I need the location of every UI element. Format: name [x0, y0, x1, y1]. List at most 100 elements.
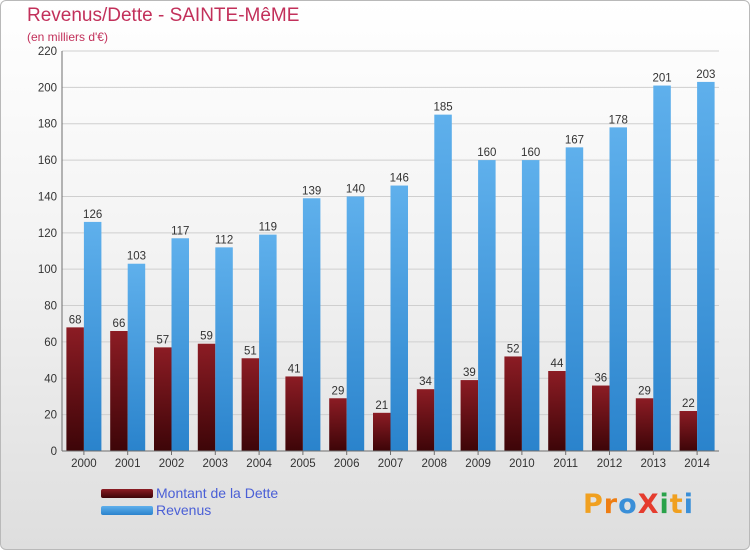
y-tick-label: 220	[38, 46, 57, 58]
bar-revenus-2003	[215, 247, 233, 451]
bar-revenus-2009	[478, 160, 496, 451]
data-label: 39	[463, 367, 476, 379]
bar-revenus-2011	[565, 147, 584, 451]
label-layer: 68 126 66 103 57 117 59 112 51 119 41 139 29 140 21 146…	[69, 69, 716, 412]
bar-dette-2001	[110, 331, 128, 451]
x-tick-label: 2008	[422, 458, 448, 470]
chart-title: Revenus/Dette - SAINTE-MêME	[27, 5, 300, 26]
data-label: 112	[215, 234, 233, 246]
bar-revenus-2002	[171, 238, 189, 451]
data-label: 203	[696, 69, 715, 81]
x-tick-label: 2000	[71, 458, 97, 470]
data-label: 29	[332, 385, 345, 397]
bar-revenus-2010	[521, 160, 540, 451]
legend-label-revenus: Revenus	[156, 502, 212, 518]
data-label: 201	[652, 73, 671, 85]
data-label: 178	[609, 114, 628, 126]
logo-letter: i	[659, 489, 670, 520]
bar-dette-2007	[373, 412, 391, 451]
bar-dette-2011	[548, 371, 566, 451]
x-tick-label: 2013	[641, 458, 667, 470]
bar-dette-2013	[635, 398, 654, 451]
legend-swatch-revenus	[101, 506, 153, 515]
data-label: 52	[507, 343, 520, 355]
data-label: 36	[594, 373, 607, 385]
y-tick-label: 0	[51, 446, 57, 458]
logo-letter: X	[637, 489, 660, 520]
x-tick-label: 2010	[509, 458, 535, 470]
data-label: 103	[127, 251, 146, 263]
y-tick-label: 120	[38, 228, 57, 240]
bar-dette-2009	[460, 380, 479, 451]
bar-dette-2004	[241, 358, 260, 451]
bar-dette-2000	[66, 327, 84, 451]
logo-letter: P	[583, 489, 604, 520]
bar-revenus-2013	[653, 85, 671, 451]
data-label: 34	[419, 376, 432, 388]
bar-dette-2008	[416, 389, 435, 451]
x-tick-label: 2011	[553, 458, 578, 470]
y-tick-label: 200	[38, 82, 57, 94]
x-tick-label: 2003	[203, 458, 229, 470]
bar-dette-2002	[154, 347, 172, 451]
bar-dette-2010	[504, 356, 522, 451]
bar-revenus-2000	[83, 221, 102, 451]
data-label: 117	[171, 225, 189, 237]
bar-revenus-2008	[434, 114, 452, 452]
data-label: 146	[390, 173, 409, 185]
bar-layer	[66, 81, 715, 452]
y-tick-label: 80	[44, 301, 57, 313]
logo-letter: t	[669, 489, 684, 520]
bar-revenus-2005	[302, 198, 321, 451]
data-label: 140	[346, 183, 365, 195]
y-tick-label: 100	[38, 264, 57, 276]
logo-letter: r	[603, 489, 619, 520]
x-tick-label: 2001	[115, 458, 141, 470]
data-label: 21	[375, 400, 388, 412]
legend-swatch-dette	[101, 489, 153, 498]
data-label: 41	[288, 363, 301, 375]
bar-dette-2012	[592, 385, 610, 451]
bar-revenus-2006	[346, 196, 365, 451]
data-label: 139	[302, 185, 321, 197]
data-label: 29	[638, 385, 651, 397]
bar-revenus-2007	[390, 185, 408, 451]
data-label: 51	[244, 345, 257, 357]
x-tick-label: 2002	[159, 458, 185, 470]
axis-layer: 0 20 40 60 80 100 120 140 160 180 200 220 2000 2001 20…	[38, 46, 719, 470]
data-label: 160	[521, 147, 540, 159]
y-tick-label: 40	[44, 373, 57, 385]
x-tick-label: 2014	[684, 458, 710, 470]
data-label: 22	[682, 398, 695, 410]
bar-revenus-2012	[609, 127, 627, 451]
bar-revenus-2001	[127, 263, 146, 451]
x-tick-label: 2009	[465, 458, 491, 470]
y-tick-label: 160	[38, 155, 57, 167]
bar-dette-2006	[329, 398, 347, 451]
bar-dette-2005	[285, 376, 303, 451]
logo-letter: o	[618, 489, 638, 520]
bar-revenus-2014	[697, 81, 715, 451]
x-tick-label: 2012	[597, 458, 623, 470]
proxiti-logo: ProXiti	[583, 489, 694, 520]
logo-letter: i	[683, 489, 694, 520]
data-label: 68	[69, 314, 82, 326]
y-tick-label: 60	[44, 337, 57, 349]
data-label: 126	[83, 209, 102, 221]
bar-revenus-2004	[259, 234, 277, 451]
x-tick-label: 2004	[246, 458, 272, 470]
y-tick-label: 140	[38, 191, 57, 203]
data-label: 57	[156, 334, 169, 346]
x-tick-label: 2006	[334, 458, 360, 470]
data-label: 59	[200, 331, 213, 343]
chart-subtitle: (en milliers d'€)	[27, 30, 108, 44]
x-tick-label: 2005	[290, 458, 316, 470]
legend-label-dette: Montant de la Dette	[156, 485, 279, 501]
y-tick-label: 180	[38, 119, 57, 131]
x-tick-label: 2007	[378, 458, 404, 470]
bar-dette-2014	[679, 411, 698, 451]
data-label: 160	[477, 147, 496, 159]
data-label: 44	[551, 358, 564, 370]
